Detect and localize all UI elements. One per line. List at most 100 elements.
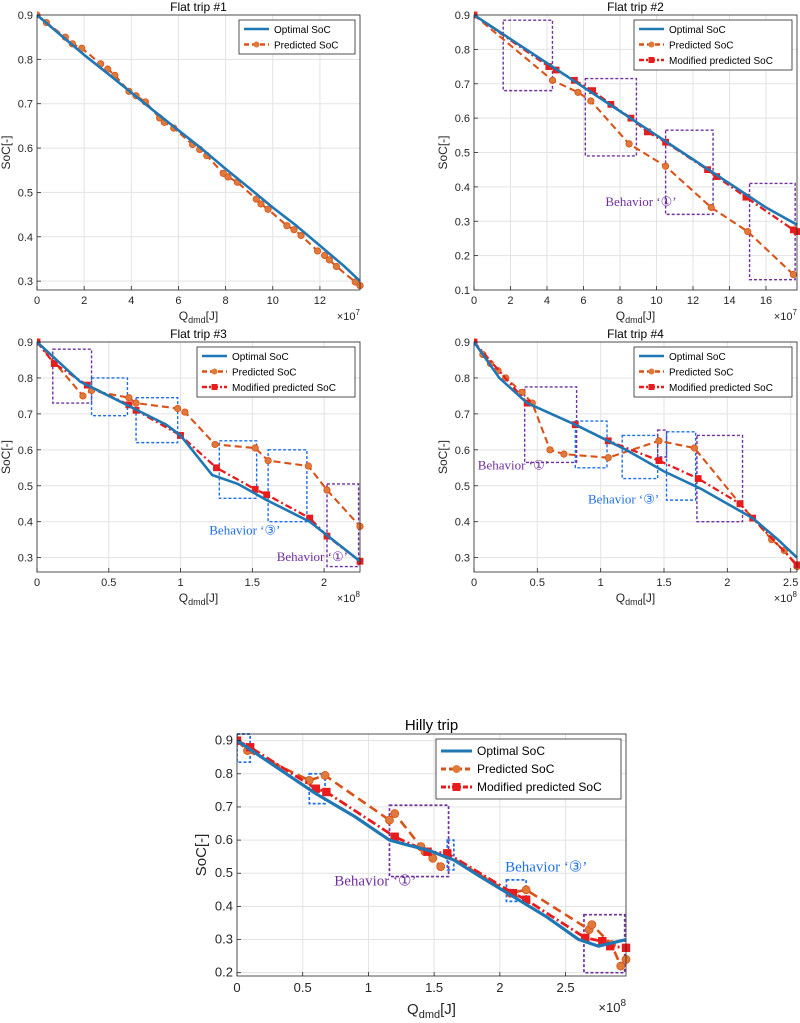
data-point-predicted <box>219 169 227 177</box>
legend: Optimal SoC Predicted SoC Modified predict… <box>196 346 356 398</box>
legend-marker-modified <box>452 783 461 791</box>
y-tick-label: 0.8 <box>18 373 33 385</box>
data-point-predicted <box>290 226 298 234</box>
exponent-power: 8 <box>356 590 361 599</box>
x-tick-label: 0 <box>471 577 477 589</box>
annotation-box-blue <box>267 449 308 523</box>
data-point-predicted <box>690 444 699 452</box>
exponent-power: 7 <box>793 308 798 317</box>
y-tick-label: 0.4 <box>18 232 33 244</box>
data-point-predicted <box>320 771 330 780</box>
x-tick-label: 0 <box>34 295 40 307</box>
data-point-predicted <box>332 262 341 271</box>
x-axis-exponent: ×108 <box>337 590 361 605</box>
y-axis-label: SoC[-] <box>0 440 13 474</box>
data-point-predicted <box>385 815 394 825</box>
y-tick-label: 0.3 <box>455 553 470 565</box>
exponent-power: 7 <box>356 308 361 317</box>
annotation-box-purple <box>583 913 626 974</box>
y-tick-label: 0.5 <box>18 187 33 199</box>
x-axis-label: Qdmd[J] <box>616 591 656 607</box>
data-point-modified <box>742 193 750 201</box>
data-point-predicted <box>313 247 322 255</box>
data-point-modified <box>251 485 259 493</box>
legend-label: Predicted SoC <box>232 368 296 379</box>
legend-label: Modified predicted SoC <box>477 780 602 794</box>
x-axis-label: Qdmd[J] <box>407 1001 456 1021</box>
data-point-predicted <box>521 885 531 895</box>
exponent-base: ×10 <box>774 593 793 605</box>
y-tick-label: 0.3 <box>455 216 470 228</box>
data-point-predicted <box>297 231 305 240</box>
data-point-predicted <box>79 392 87 400</box>
legend-marker-predicted <box>452 765 461 773</box>
data-point-modified <box>245 743 255 752</box>
axes-frame <box>473 341 798 573</box>
y-tick-label: 0.8 <box>215 766 233 781</box>
x-tick-label: 4 <box>544 295 550 307</box>
data-point-predicted <box>252 195 260 203</box>
x-tick-label: 2 <box>507 295 513 307</box>
data-layer <box>474 11 800 281</box>
y-tick-label: 0.6 <box>18 445 33 457</box>
legend-label: Modified predicted SoC <box>669 383 773 394</box>
annotation-text: Behavior ‘③’ <box>505 860 587 876</box>
y-tick-label: 0.7 <box>18 409 33 421</box>
chart-p3: 0 0.5 1 1.5 2 0.3 0.4 0.5 0.6 0.7 0.8 0.9 Flat trip … <box>0 327 364 607</box>
x-tick-label: 1.5 <box>656 577 671 589</box>
y-tick-label: 0.2 <box>455 251 470 263</box>
data-point-modified <box>306 514 314 522</box>
data-layer <box>237 733 631 974</box>
data-point-modified <box>643 128 651 136</box>
data-point-predicted <box>211 440 219 449</box>
data-point-predicted <box>789 270 797 279</box>
y-tick-label: 0.4 <box>455 517 470 529</box>
chart-title: Flat trip #1 <box>170 0 227 14</box>
data-point-predicted <box>321 251 329 260</box>
x-label-unit: [J] <box>643 591 656 605</box>
x-axis-exponent: ×107 <box>337 308 361 323</box>
data-point-predicted <box>560 450 568 458</box>
x-tick-label: 14 <box>723 295 735 307</box>
x-axis-label: Qdmd[J] <box>616 309 656 325</box>
exponent-base: ×10 <box>774 311 793 323</box>
x-label-main: Q <box>616 309 625 323</box>
data-point-predicted <box>174 404 182 413</box>
chart-title: Flat trip #4 <box>607 327 664 341</box>
data-point-predicted <box>546 446 554 454</box>
x-tick-label: 0.5 <box>294 980 312 995</box>
x-tick-label: 2.5 <box>783 577 798 589</box>
annotation-box-blue <box>621 434 659 480</box>
y-tick-label: 0.7 <box>18 99 33 111</box>
data-point-predicted <box>264 205 272 213</box>
y-tick-label: 0.6 <box>455 113 470 125</box>
data-point-predicted <box>744 227 752 236</box>
x-label-main: Q <box>179 591 188 605</box>
legend: Optimal SoC Predicted SoC Modified predict… <box>633 19 793 71</box>
legend-label: Optimal SoC <box>274 25 331 36</box>
data-point-modified <box>736 500 744 508</box>
exponent-power: 8 <box>620 998 626 1009</box>
y-tick-label: 0.9 <box>455 337 470 349</box>
data-point-predicted <box>587 97 595 105</box>
x-label-unit: [J] <box>206 591 219 605</box>
x-tick-label: 0 <box>34 577 40 589</box>
data-point-predicted <box>625 140 633 148</box>
annotation-box-blue <box>90 377 129 417</box>
x-label-subscript: dmd <box>625 315 643 325</box>
y-tick-label: 0.6 <box>455 445 470 457</box>
x-label-unit: [J] <box>643 309 656 323</box>
annotation-text: Behavior ‘①’ <box>478 458 549 473</box>
chart-title: Hilly trip <box>405 717 458 734</box>
x-tick-label: 1.5 <box>245 577 260 589</box>
x-axis-label: Qdmd[J] <box>179 591 219 607</box>
data-point-modified <box>581 933 590 943</box>
y-tick-label: 0.8 <box>18 54 33 66</box>
series-line-optimal <box>37 341 361 563</box>
y-tick-label: 0.2 <box>215 965 233 980</box>
y-tick-label: 0.5 <box>18 481 33 493</box>
x-tick-label: 1 <box>177 577 183 589</box>
data-point-modified <box>521 895 531 904</box>
y-tick-label: 0.9 <box>18 10 33 22</box>
legend-marker-predicted <box>211 368 218 375</box>
